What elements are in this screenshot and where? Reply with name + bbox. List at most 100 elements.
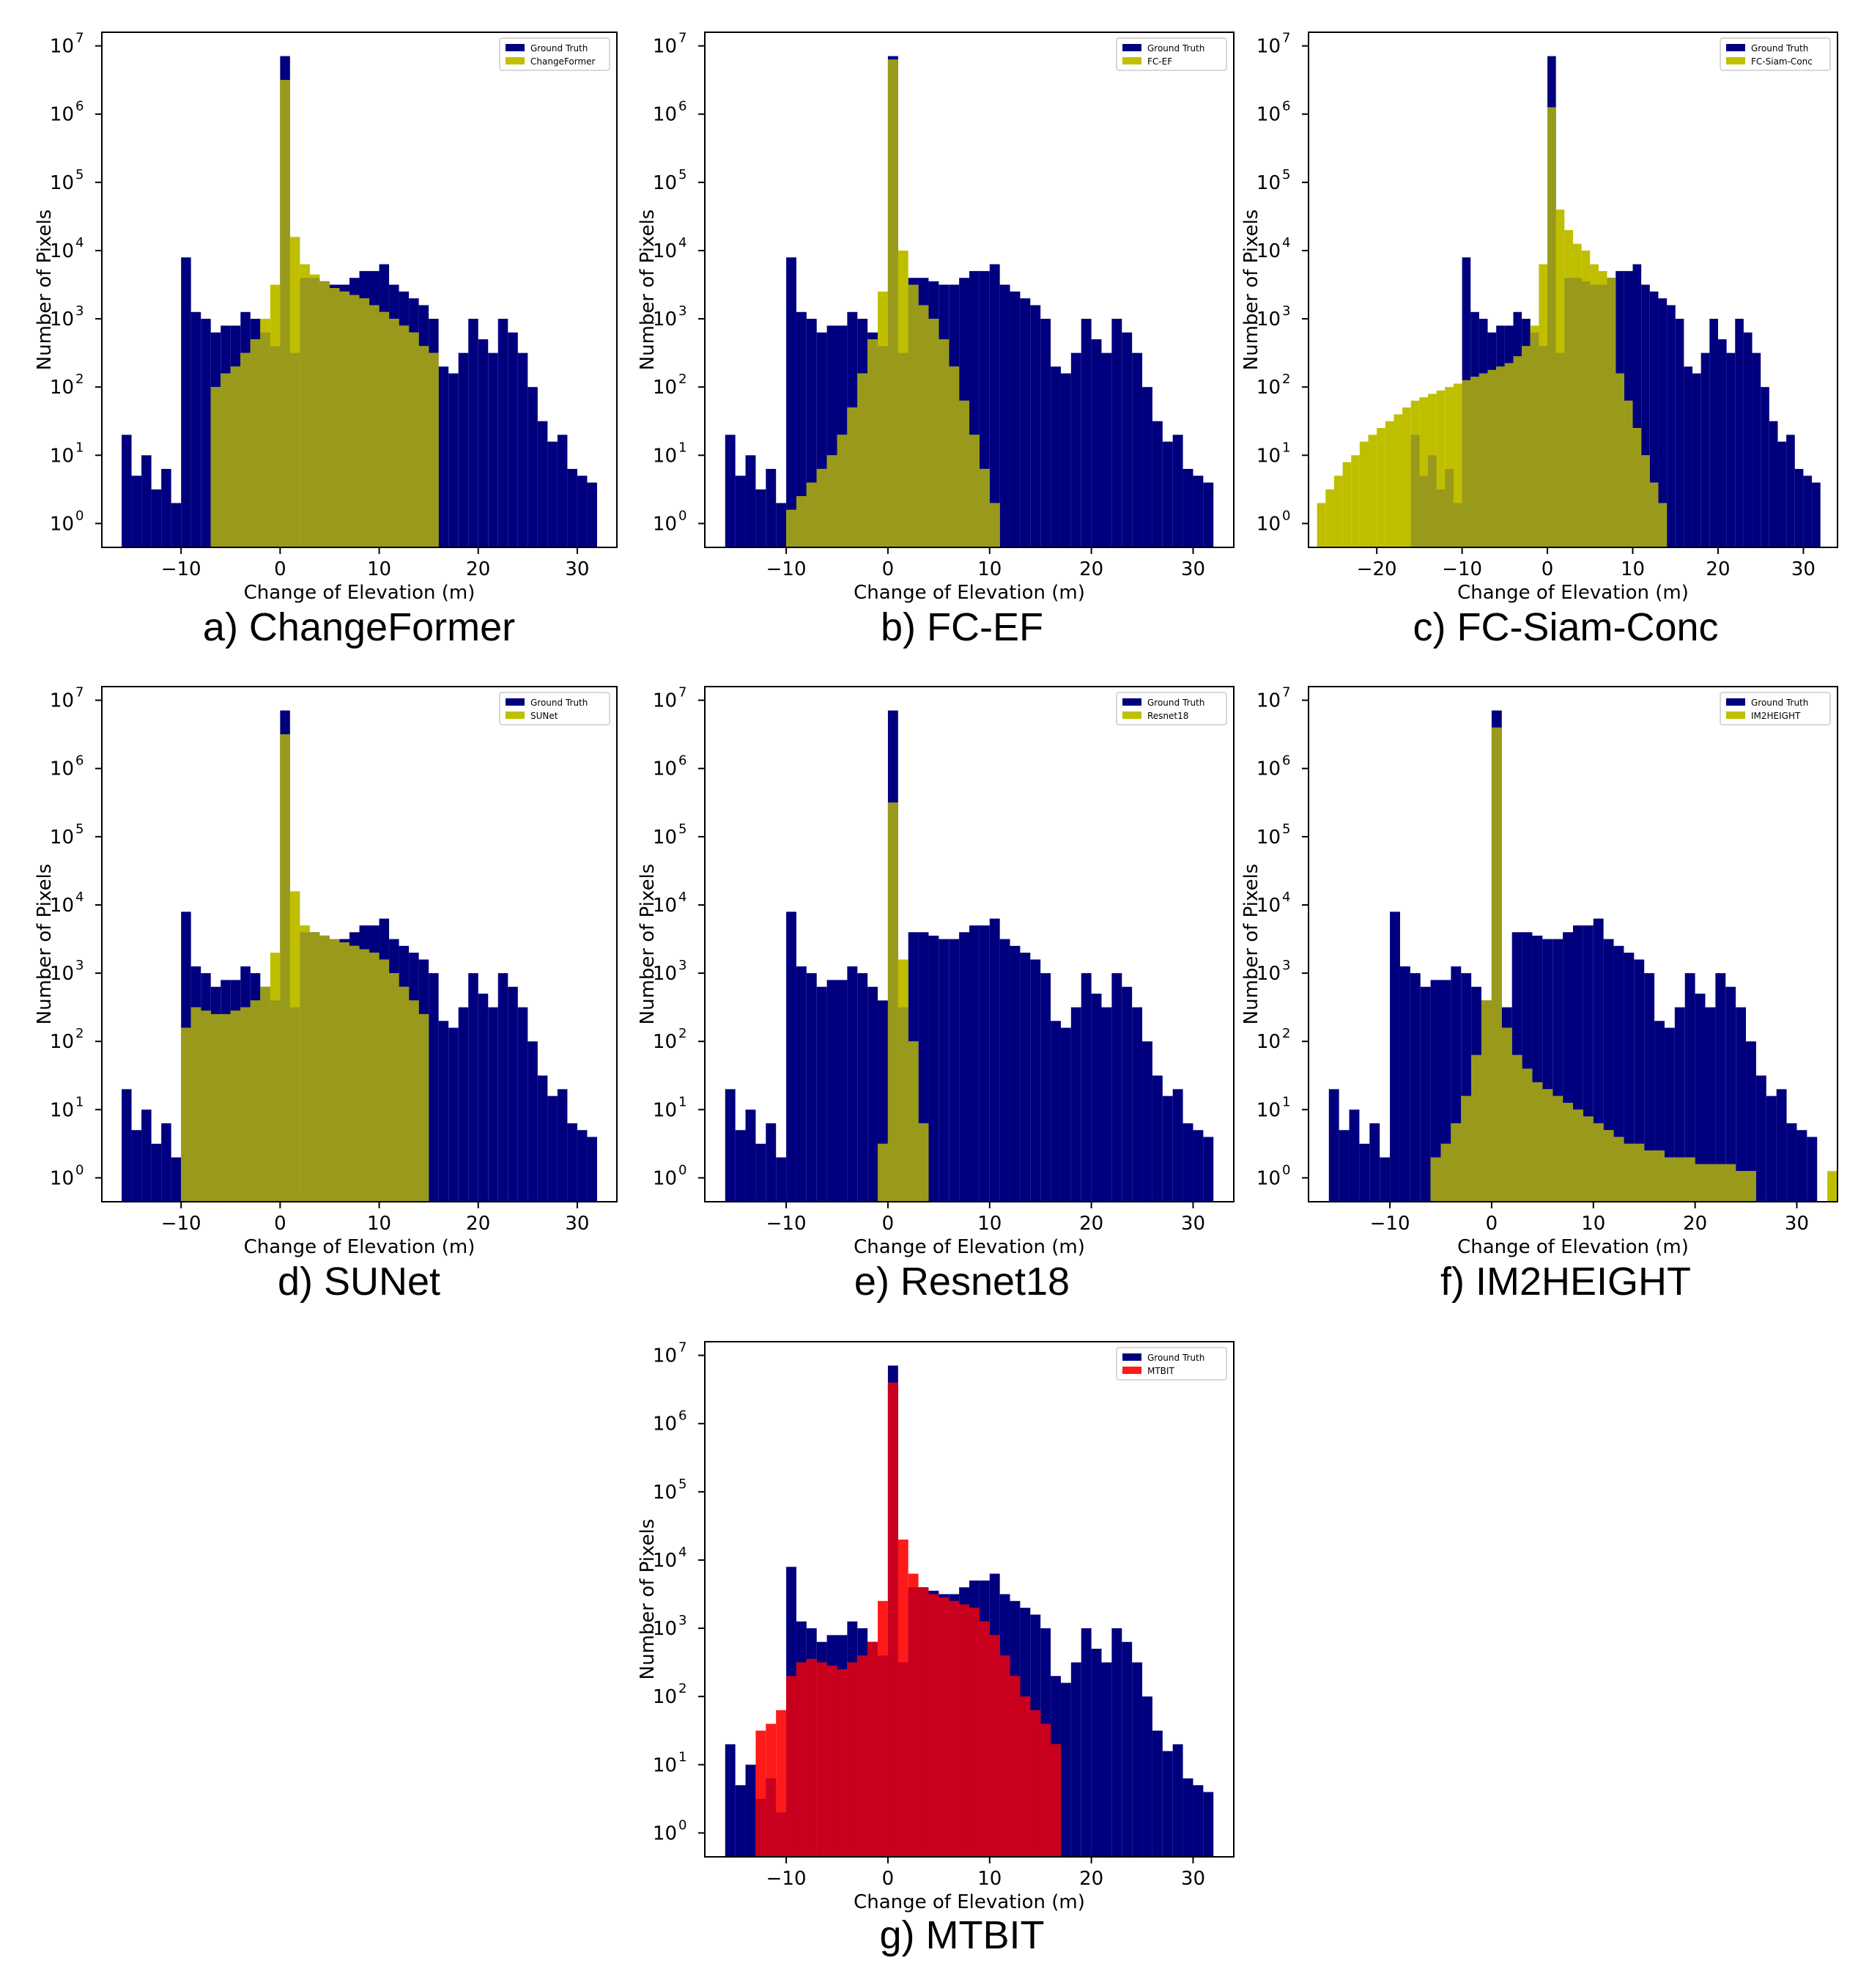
gt-bar <box>776 503 787 547</box>
prediction-bar-overlap <box>1010 1676 1021 1857</box>
x-tick-label: 30 <box>1181 1213 1205 1235</box>
prediction-bar-overlap <box>1051 1744 1061 1857</box>
y-tick-exponent: 0 <box>75 1162 84 1178</box>
gt-bar <box>1667 305 1676 547</box>
x-axis-label: Change of Elevation (m) <box>854 1891 1085 1913</box>
prediction-bar-overlap <box>847 1662 858 1857</box>
y-tick-label: 10 <box>1257 445 1281 467</box>
prediction-bar-overlap <box>1654 1150 1665 1202</box>
prediction-bar-overlap <box>260 986 270 1202</box>
y-tick-label: 10 <box>50 1099 74 1121</box>
gt-bar <box>1675 319 1684 547</box>
y-tick-exponent: 7 <box>75 685 84 701</box>
prediction-bar-overlap <box>230 366 241 547</box>
y-tick-label: 10 <box>1257 963 1281 985</box>
legend <box>499 692 610 725</box>
gt-bar <box>131 1130 142 1202</box>
prediction-bar-overlap <box>329 939 340 1202</box>
gt-bar <box>755 489 766 547</box>
prediction-bar-overlap <box>280 80 290 547</box>
legend-label-ground-truth: Ground Truth <box>1751 698 1808 708</box>
gt-bar <box>517 352 528 547</box>
gt-bar <box>1030 305 1041 547</box>
gt-bar <box>1172 1089 1183 1202</box>
gt-bar <box>1735 319 1744 547</box>
prediction-bar-overlap <box>928 319 939 547</box>
gt-bar <box>1203 1137 1214 1202</box>
prediction-bar-overlap <box>309 278 320 547</box>
prediction-bar <box>1377 428 1385 547</box>
prediction-bar-overlap <box>369 953 380 1202</box>
prediction-bar-overlap <box>878 346 888 547</box>
gt-bar <box>1776 1089 1787 1202</box>
x-tick-label: 10 <box>1581 1213 1605 1235</box>
gt-bar <box>1101 352 1112 547</box>
prediction-bar <box>1453 383 1462 547</box>
y-tick-label: 10 <box>50 377 74 399</box>
x-tick-label: 0 <box>882 558 895 580</box>
gt-bar <box>1193 476 1204 547</box>
prediction-bar <box>1394 414 1403 547</box>
y-tick-label: 10 <box>50 240 74 262</box>
y-tick-exponent: 5 <box>678 821 686 837</box>
prediction-bar-overlap <box>1736 1171 1747 1202</box>
x-axis-label: Change of Elevation (m) <box>1457 582 1689 604</box>
gt-bar <box>468 319 478 547</box>
y-tick-exponent: 3 <box>678 303 686 319</box>
x-tick-label: 0 <box>882 1868 895 1890</box>
prediction-bar-overlap <box>1430 1157 1441 1202</box>
prediction-bar <box>1419 397 1429 547</box>
gt-bar <box>1091 1649 1102 1857</box>
x-tick-label: 0 <box>1542 558 1554 580</box>
gt-bar <box>857 973 868 1202</box>
gt-bar <box>949 939 960 1202</box>
gt-bar <box>537 1075 548 1202</box>
prediction-bar-overlap <box>867 1641 878 1857</box>
prediction-bar-overlap <box>210 1013 221 1202</box>
prediction-bar-overlap <box>979 468 990 547</box>
gt-bar <box>171 503 182 547</box>
y-tick-exponent: 4 <box>75 235 84 251</box>
gt-bar <box>547 1095 558 1202</box>
prediction-bar-overlap <box>898 1007 908 1202</box>
gt-bar <box>786 912 796 1202</box>
gt-bar <box>928 935 939 1202</box>
gt-bar <box>458 352 469 547</box>
y-tick-exponent: 0 <box>1282 1162 1290 1178</box>
caption-fc-siam-conc: c) FC-Siam-Conc <box>1413 605 1719 649</box>
gt-bar <box>1390 912 1400 1202</box>
x-tick-label: 20 <box>1683 1213 1707 1235</box>
gt-bar <box>847 966 858 1202</box>
gt-bar <box>508 332 518 547</box>
prediction-bar-overlap <box>1552 1095 1563 1202</box>
legend-swatch-ground-truth <box>1122 698 1141 706</box>
legend-swatch-prediction <box>1122 57 1141 64</box>
gt-bar <box>1803 476 1813 547</box>
prediction-bar <box>1385 421 1394 547</box>
gt-bar <box>478 994 489 1202</box>
x-tick-label: −10 <box>766 558 807 580</box>
prediction-bar-overlap <box>918 305 929 547</box>
y-tick-exponent: 3 <box>678 958 686 973</box>
x-tick-label: 10 <box>367 1213 391 1235</box>
prediction-bar-overlap <box>339 942 349 1202</box>
gt-bar <box>806 973 817 1202</box>
prediction-bar-overlap <box>389 319 399 547</box>
prediction-bar-overlap <box>418 1013 429 1202</box>
gt-bar <box>1193 1130 1204 1202</box>
gt-bar <box>725 435 736 547</box>
prediction-bar-overlap <box>1491 727 1502 1202</box>
prediction-bar-overlap <box>816 1662 827 1857</box>
gt-bar <box>1040 319 1051 547</box>
prediction-bar-overlap <box>1564 278 1573 547</box>
y-axis-label: Number of Pixels <box>34 210 56 371</box>
prediction-bar-overlap <box>816 468 827 547</box>
prediction-bar-overlap <box>949 366 960 547</box>
x-tick-label: 30 <box>1181 1868 1205 1890</box>
x-tick-label: 20 <box>1706 558 1730 580</box>
gt-bar <box>1091 339 1102 547</box>
y-tick-exponent: 4 <box>1282 890 1290 905</box>
gt-bar <box>816 986 827 1202</box>
x-tick-label: 20 <box>466 558 490 580</box>
gt-bar <box>1410 973 1421 1202</box>
